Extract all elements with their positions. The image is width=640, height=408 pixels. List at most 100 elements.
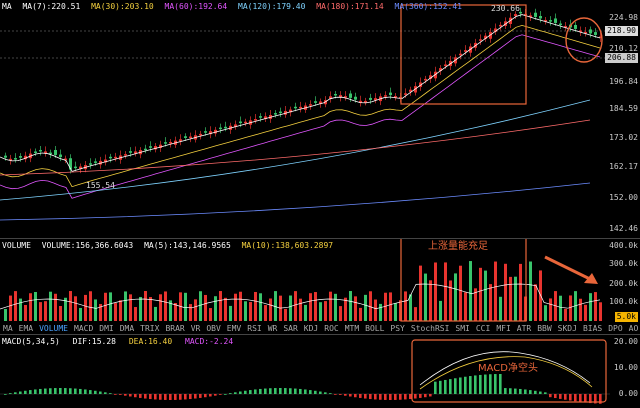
volume-bar bbox=[529, 261, 532, 321]
ma-legend-prefix: MA bbox=[2, 2, 12, 11]
ma180-line bbox=[0, 119, 591, 176]
volume-tick: 100.0k bbox=[609, 297, 638, 306]
tab-boll[interactable]: BOLL bbox=[365, 324, 385, 333]
volume-bar bbox=[39, 302, 42, 321]
tab-dma[interactable]: DMA bbox=[119, 324, 135, 333]
macd-value: MACD:-2.24 bbox=[185, 337, 234, 346]
macd-bar bbox=[74, 388, 77, 394]
volume-bar bbox=[309, 293, 312, 321]
macd-bar bbox=[524, 389, 527, 394]
macd-bar bbox=[254, 389, 257, 394]
volume-bar bbox=[594, 292, 597, 321]
tab-dmi[interactable]: DMI bbox=[99, 324, 114, 333]
price-chart[interactable] bbox=[0, 0, 610, 238]
volume-bar bbox=[154, 306, 157, 321]
volume-bar bbox=[89, 291, 92, 321]
volume-annotation: 上涨量能充足 bbox=[428, 241, 488, 252]
volume-bar bbox=[564, 308, 567, 321]
candle-body bbox=[429, 75, 432, 79]
macd-bar bbox=[194, 394, 197, 399]
volume-bar bbox=[224, 297, 227, 321]
macd-dea: DEA:16.40 bbox=[128, 337, 173, 346]
macd-bar bbox=[434, 381, 437, 394]
tab-roc[interactable]: ROC bbox=[324, 324, 339, 333]
price-tick: 224.98 bbox=[609, 13, 638, 22]
volume-bar bbox=[454, 273, 457, 321]
macd-bar bbox=[544, 392, 547, 394]
price-tick: 184.59 bbox=[609, 104, 638, 113]
tab-mfi[interactable]: MFI bbox=[496, 324, 511, 333]
macd-bar bbox=[119, 394, 122, 395]
tab-skdj[interactable]: SKDJ bbox=[557, 324, 577, 333]
tab-trix[interactable]: TRIX bbox=[140, 324, 160, 333]
volume-bar bbox=[354, 296, 357, 321]
candle-body bbox=[89, 163, 92, 165]
macd-bar bbox=[369, 394, 372, 400]
price-low-label: 155.54 bbox=[86, 181, 115, 190]
candle-body bbox=[549, 20, 552, 22]
tab-ao[interactable]: AO bbox=[628, 324, 639, 333]
macd-bar bbox=[99, 391, 102, 394]
candle-body bbox=[24, 155, 27, 160]
candle-body bbox=[164, 142, 167, 144]
macd-bar bbox=[539, 391, 542, 394]
volume-bar bbox=[259, 293, 262, 321]
tab-cci[interactable]: CCI bbox=[475, 324, 491, 333]
candle-body bbox=[484, 35, 487, 39]
tab-psy[interactable]: PSY bbox=[390, 324, 405, 333]
candle-body bbox=[299, 106, 302, 109]
macd-annotation: MACD净空头 bbox=[478, 363, 538, 374]
macd-bar bbox=[424, 394, 427, 398]
tab-brar[interactable]: BRAR bbox=[165, 324, 185, 333]
candle-body bbox=[364, 100, 367, 103]
tab-rsi[interactable]: RSI bbox=[247, 324, 262, 333]
candle-body bbox=[514, 14, 517, 16]
candle-body bbox=[394, 96, 397, 98]
candle-body bbox=[289, 109, 292, 113]
volume-bar bbox=[144, 291, 147, 321]
candle-body bbox=[4, 155, 7, 158]
volume-bar bbox=[159, 294, 162, 321]
tab-mtm[interactable]: MTM bbox=[344, 324, 360, 333]
macd-bar bbox=[349, 394, 352, 397]
candle-body bbox=[539, 16, 542, 19]
tab-sar[interactable]: SAR bbox=[283, 324, 298, 333]
tab-bbw[interactable]: BBW bbox=[537, 324, 552, 333]
volume-panel[interactable]: VOLUME VOLUME:156,366.6043 MA(5):143,146… bbox=[0, 239, 610, 323]
candle-body bbox=[594, 32, 597, 35]
macd-bar bbox=[224, 393, 227, 395]
macd-panel[interactable]: MACD(5,34,5) DIF:15.28 DEA:16.40 MACD:-2… bbox=[0, 335, 610, 408]
macd-bar bbox=[14, 392, 17, 394]
tab-ma[interactable]: MA bbox=[3, 324, 13, 333]
volume-chart[interactable] bbox=[0, 239, 610, 323]
tab-macd[interactable]: MACD bbox=[74, 324, 94, 333]
price-chart-panel[interactable]: MA MA(7):220.51 MA(30):203.10 MA(60):192… bbox=[0, 0, 610, 238]
tab-atr[interactable]: ATR bbox=[516, 324, 532, 333]
tab-vr[interactable]: VR bbox=[190, 324, 201, 333]
volume-bar bbox=[134, 307, 137, 321]
tab-bias[interactable]: BIAS bbox=[582, 324, 603, 333]
tab-ema[interactable]: EMA bbox=[18, 324, 34, 333]
tab-dpo[interactable]: DPO bbox=[608, 324, 623, 333]
tab-volume[interactable]: VOLUME bbox=[39, 324, 68, 333]
volume-bar bbox=[434, 262, 437, 321]
candle-body bbox=[19, 156, 22, 158]
macd-bar bbox=[319, 391, 322, 394]
volume-bar bbox=[394, 303, 397, 321]
macd-chart[interactable] bbox=[0, 335, 610, 408]
macd-bar bbox=[34, 389, 37, 394]
tab-smi[interactable]: SMI bbox=[455, 324, 470, 333]
macd-tick: 10.00 bbox=[613, 363, 638, 372]
ref-price-tag: 206.88 bbox=[605, 53, 638, 63]
macd-bar bbox=[339, 394, 342, 395]
tab-stochrsi[interactable]: StochRSI bbox=[410, 324, 450, 333]
macd-bar bbox=[554, 394, 557, 399]
tab-emv[interactable]: EMV bbox=[226, 324, 242, 333]
tab-obv[interactable]: OBV bbox=[206, 324, 221, 333]
macd-bar bbox=[44, 388, 47, 394]
tab-wr[interactable]: WR bbox=[267, 324, 278, 333]
volume-bar bbox=[444, 262, 447, 321]
volume-bar bbox=[304, 304, 307, 321]
tab-kdj[interactable]: KDJ bbox=[303, 324, 319, 333]
volume-tick: 200.0k bbox=[609, 279, 638, 288]
